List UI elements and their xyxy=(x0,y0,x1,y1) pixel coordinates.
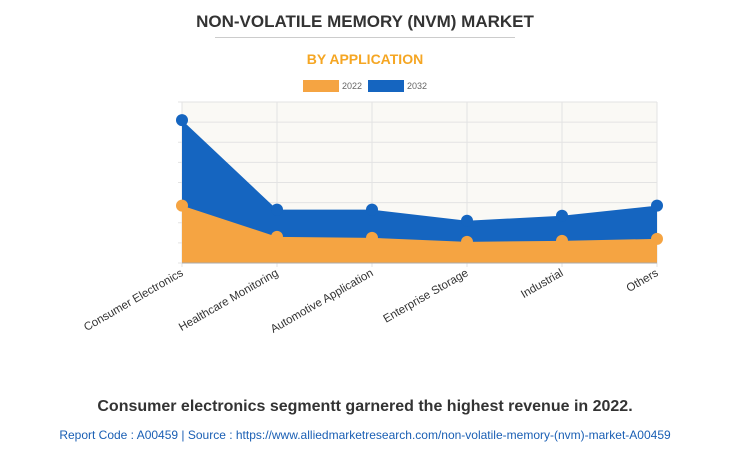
legend-swatch xyxy=(302,80,339,92)
point-2022 xyxy=(271,230,283,243)
point-2032 xyxy=(556,209,568,222)
legend-swatch xyxy=(368,80,404,92)
chart-title: NON-VOLATILE MEMORY (NVM) MARKET xyxy=(196,12,534,31)
source-footer[interactable]: Report Code : A00459 | Source : https://… xyxy=(59,428,671,442)
x-tick-label: Healthcare Monitoring xyxy=(177,267,280,334)
title-divider xyxy=(215,37,515,38)
point-2032 xyxy=(271,203,283,216)
point-2032 xyxy=(461,214,473,227)
point-2032 xyxy=(651,199,663,212)
legend: 2022 2032 xyxy=(0,80,730,92)
area-2032 xyxy=(182,120,657,263)
point-2032 xyxy=(366,203,378,216)
point-2022 xyxy=(366,231,378,244)
point-2022 xyxy=(176,199,188,212)
legend-label: 2022 xyxy=(341,81,362,91)
area-2022 xyxy=(182,205,657,263)
point-2022 xyxy=(651,232,663,245)
chart-subtitle: BY APPLICATION xyxy=(306,51,424,67)
x-tick-label: Automotive Application xyxy=(269,267,376,336)
point-2032 xyxy=(176,114,188,127)
x-tick-label: Enterprise Storage xyxy=(381,267,470,325)
legend-item-2022[interactable]: 2022 xyxy=(302,80,362,92)
legend-label: 2032 xyxy=(407,81,428,91)
point-2022 xyxy=(461,235,473,248)
x-tick-label: Industrial xyxy=(519,267,565,301)
legend-item-2032[interactable]: 2032 xyxy=(368,80,427,92)
point-2022 xyxy=(556,234,568,247)
chart-caption: Consumer electronics segmentt garnered t… xyxy=(97,398,633,415)
x-tick-label: Others xyxy=(625,267,661,295)
x-tick-label: Consumer Electronics xyxy=(82,267,186,334)
